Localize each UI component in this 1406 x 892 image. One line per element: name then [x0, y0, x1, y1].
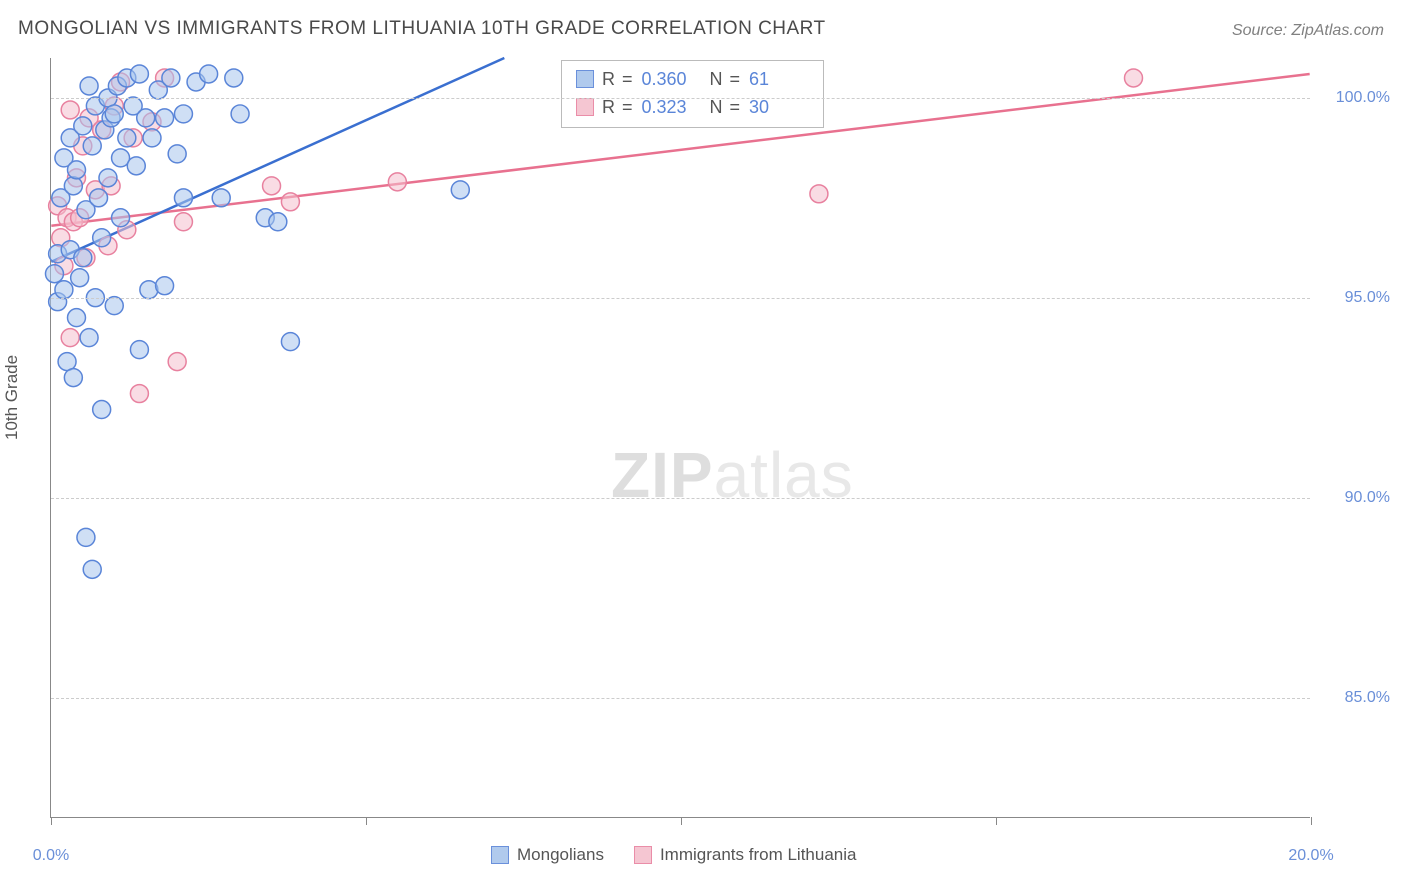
legend-item-series1: Mongolians: [491, 845, 604, 865]
data-point: [105, 105, 123, 123]
y-axis-label: 10th Grade: [2, 355, 22, 440]
data-point: [55, 281, 73, 299]
data-point: [61, 329, 79, 347]
data-point: [174, 189, 192, 207]
y-tick-label: 95.0%: [1320, 289, 1390, 307]
x-tick-label: 20.0%: [1288, 847, 1333, 865]
x-tick: [51, 817, 52, 825]
gridline-h: [51, 98, 1310, 99]
data-point: [45, 265, 63, 283]
data-point: [99, 169, 117, 187]
data-point: [64, 177, 82, 195]
data-point: [71, 269, 89, 287]
data-point: [93, 229, 111, 247]
data-point: [105, 297, 123, 315]
data-point: [168, 353, 186, 371]
data-point: [130, 65, 148, 83]
data-point: [112, 209, 130, 227]
data-point: [68, 161, 86, 179]
data-point: [231, 105, 249, 123]
legend-item-series2: Immigrants from Lithuania: [634, 845, 857, 865]
gridline-h: [51, 298, 1310, 299]
data-point: [77, 528, 95, 546]
r-value-series1: 0.360: [642, 69, 702, 90]
y-tick-label: 90.0%: [1320, 489, 1390, 507]
data-point: [451, 181, 469, 199]
data-point: [225, 69, 243, 87]
data-point: [130, 341, 148, 359]
y-tick-label: 100.0%: [1320, 89, 1390, 107]
data-point: [388, 173, 406, 191]
legend-label-series1: Mongolians: [517, 845, 604, 865]
data-point: [83, 560, 101, 578]
gridline-h: [51, 498, 1310, 499]
x-tick: [1311, 817, 1312, 825]
data-point: [143, 129, 161, 147]
swatch-series1: [576, 70, 594, 88]
plot-area: ZIPatlas R = 0.360 N = 61 R = 0.323 N = …: [50, 58, 1310, 818]
data-point: [174, 105, 192, 123]
x-tick-label: 0.0%: [33, 847, 69, 865]
legend: Mongolians Immigrants from Lithuania: [491, 845, 856, 865]
data-point: [130, 385, 148, 403]
data-point: [281, 333, 299, 351]
data-point: [74, 249, 92, 267]
data-point: [74, 117, 92, 135]
data-point: [90, 189, 108, 207]
data-point: [83, 137, 101, 155]
data-point: [137, 109, 155, 127]
data-point: [64, 369, 82, 387]
data-point: [1125, 69, 1143, 87]
x-tick: [996, 817, 997, 825]
data-point: [118, 129, 136, 147]
source-attribution: Source: ZipAtlas.com: [1232, 22, 1384, 40]
gridline-h: [51, 698, 1310, 699]
data-point: [200, 65, 218, 83]
correlation-stats-box: R = 0.360 N = 61 R = 0.323 N = 30: [561, 60, 824, 128]
data-point: [174, 213, 192, 231]
y-tick-label: 85.0%: [1320, 689, 1390, 707]
data-point: [80, 329, 98, 347]
data-point: [68, 309, 86, 327]
data-point: [281, 193, 299, 211]
data-point: [263, 177, 281, 195]
data-point: [93, 401, 111, 419]
data-point: [127, 157, 145, 175]
r-value-series2: 0.323: [642, 97, 702, 118]
n-value-series2: 30: [749, 97, 809, 118]
data-point: [269, 213, 287, 231]
scatter-plot-svg: [51, 58, 1310, 817]
data-point: [212, 189, 230, 207]
chart-title: MONGOLIAN VS IMMIGRANTS FROM LITHUANIA 1…: [18, 18, 826, 40]
stats-row-series1: R = 0.360 N = 61: [576, 65, 809, 93]
data-point: [80, 77, 98, 95]
x-tick: [366, 817, 367, 825]
x-tick: [681, 817, 682, 825]
data-point: [168, 145, 186, 163]
n-value-series1: 61: [749, 69, 809, 90]
legend-swatch-series2: [634, 846, 652, 864]
data-point: [162, 69, 180, 87]
data-point: [810, 185, 828, 203]
chart-container: MONGOLIAN VS IMMIGRANTS FROM LITHUANIA 1…: [0, 0, 1406, 892]
legend-label-series2: Immigrants from Lithuania: [660, 845, 857, 865]
swatch-series2: [576, 98, 594, 116]
data-point: [156, 109, 174, 127]
data-point: [61, 101, 79, 119]
legend-swatch-series1: [491, 846, 509, 864]
data-point: [156, 277, 174, 295]
